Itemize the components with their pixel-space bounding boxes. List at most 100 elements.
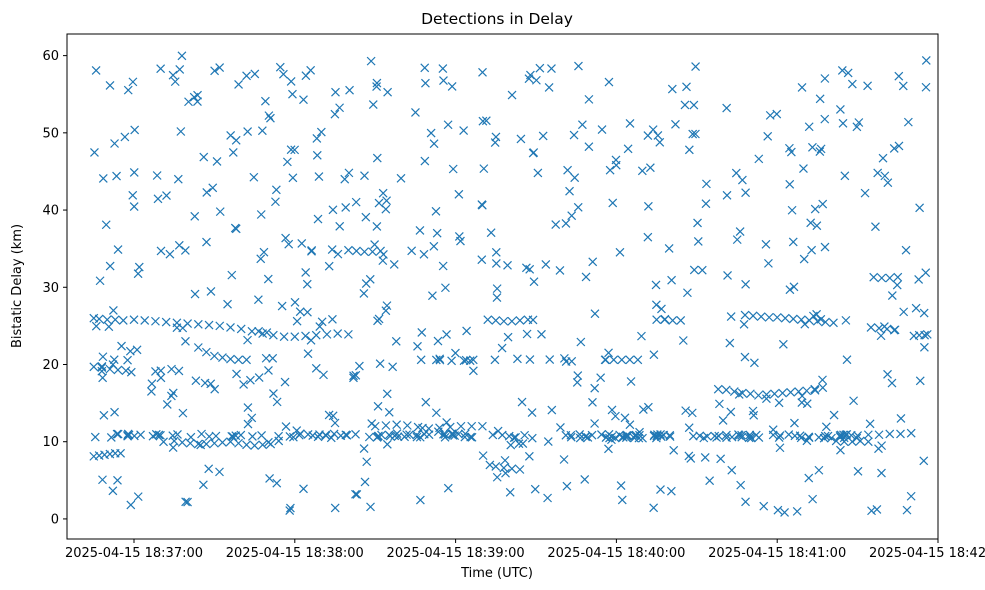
data-point: [737, 430, 747, 440]
data-point: [863, 81, 873, 91]
data-point: [178, 408, 188, 418]
data-point: [351, 197, 361, 207]
data-point: [258, 440, 268, 450]
data-point: [714, 399, 724, 409]
data-point: [727, 465, 737, 475]
data-point: [286, 503, 295, 513]
data-point: [256, 210, 266, 219]
data-point: [245, 375, 255, 385]
data-point: [462, 326, 472, 336]
data-point: [666, 486, 676, 496]
data-point: [792, 506, 802, 516]
data-point: [193, 97, 202, 106]
data-point: [209, 438, 219, 448]
data-point: [477, 255, 487, 265]
data-point: [232, 369, 241, 379]
data-point: [167, 364, 176, 374]
data-point: [98, 174, 108, 183]
data-point: [159, 437, 168, 447]
data-point: [815, 94, 825, 104]
data-point: [479, 164, 489, 174]
data-point: [530, 484, 540, 494]
data-point: [467, 421, 477, 431]
data-point: [186, 432, 196, 442]
data-point: [842, 355, 852, 365]
data-point: [737, 432, 747, 442]
data-point: [210, 384, 220, 394]
data-point: [226, 323, 235, 332]
data-point: [507, 316, 517, 326]
data-point: [775, 443, 785, 453]
data-point: [887, 378, 897, 388]
data-point: [468, 366, 478, 376]
data-point: [481, 116, 491, 126]
data-point: [421, 397, 431, 407]
data-point: [254, 373, 264, 382]
data-point: [604, 444, 613, 454]
data-point: [867, 506, 876, 516]
data-point: [448, 164, 458, 174]
data-point: [420, 78, 430, 88]
data-point: [234, 80, 243, 89]
data-point: [299, 484, 308, 494]
data-point: [272, 397, 282, 407]
data-point: [226, 354, 235, 364]
data-point: [538, 131, 548, 141]
data-point: [231, 135, 241, 145]
data-point: [173, 429, 182, 439]
data-point: [608, 198, 618, 208]
data-point: [165, 249, 175, 259]
y-tick-label: 40: [42, 204, 59, 219]
data-point: [124, 430, 134, 440]
data-point: [820, 242, 830, 252]
data-point: [745, 389, 755, 399]
data-point: [215, 63, 225, 72]
data-point: [113, 429, 123, 439]
data-point: [210, 66, 220, 76]
data-point: [315, 322, 325, 332]
data-point: [286, 77, 296, 86]
data-point: [572, 377, 582, 387]
data-point: [804, 473, 814, 483]
data-point: [382, 196, 392, 206]
data-point: [108, 360, 118, 369]
data-point: [290, 332, 300, 342]
data-point: [116, 448, 126, 458]
data-point: [257, 126, 267, 136]
data-point: [507, 90, 517, 100]
data-point: [123, 355, 132, 365]
data-point: [705, 476, 715, 486]
data-point: [375, 359, 385, 369]
data-point: [193, 343, 203, 352]
data-point: [565, 186, 574, 196]
data-point: [128, 77, 138, 87]
data-point: [360, 477, 370, 487]
data-point: [333, 249, 343, 259]
data-point: [852, 433, 862, 443]
data-point: [442, 418, 452, 427]
data-point: [878, 153, 888, 163]
data-point: [456, 421, 466, 431]
data-point: [653, 130, 663, 140]
data-point: [438, 261, 448, 271]
data-point: [265, 473, 274, 483]
data-point: [671, 119, 680, 129]
data-point: [236, 324, 246, 334]
data-point: [759, 501, 769, 511]
data-point: [748, 406, 758, 416]
data-point: [814, 465, 824, 475]
data-point: [97, 363, 107, 373]
data-point: [877, 273, 887, 283]
data-point: [321, 431, 331, 441]
data-point: [678, 336, 688, 345]
data-point: [827, 433, 836, 443]
data-point: [537, 329, 546, 339]
data-point: [393, 432, 403, 442]
data-point: [722, 103, 732, 113]
data-point: [242, 71, 251, 81]
data-point: [611, 411, 620, 421]
data-point: [729, 387, 739, 396]
data-point: [316, 127, 326, 137]
data-point: [329, 429, 339, 439]
data-point: [266, 113, 275, 123]
